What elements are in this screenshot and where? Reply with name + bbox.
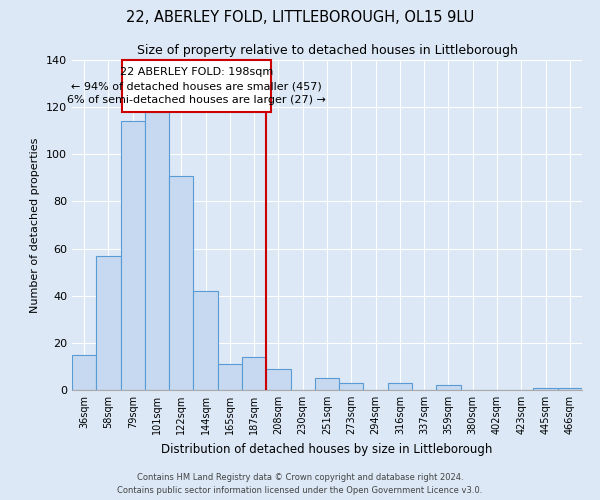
Bar [533,388,558,390]
Bar [242,357,266,390]
Bar [218,364,242,390]
Bar [169,176,193,390]
Bar [96,256,121,390]
X-axis label: Distribution of detached houses by size in Littleborough: Distribution of detached houses by size … [161,442,493,456]
Bar [388,383,412,390]
Bar [193,291,218,390]
Text: ← 94% of detached houses are smaller (457): ← 94% of detached houses are smaller (45… [71,81,322,91]
Bar [72,354,96,390]
Text: 22 ABERLEY FOLD: 198sqm: 22 ABERLEY FOLD: 198sqm [120,67,273,77]
Y-axis label: Number of detached properties: Number of detached properties [31,138,40,312]
Bar [145,112,169,390]
Bar [266,369,290,390]
Bar [339,383,364,390]
Text: 22, ABERLEY FOLD, LITTLEBOROUGH, OL15 9LU: 22, ABERLEY FOLD, LITTLEBOROUGH, OL15 9L… [126,10,474,25]
FancyBboxPatch shape [122,60,271,112]
Text: 6% of semi-detached houses are larger (27) →: 6% of semi-detached houses are larger (2… [67,96,326,106]
Bar [315,378,339,390]
Bar [121,122,145,390]
Text: Contains HM Land Registry data © Crown copyright and database right 2024.
Contai: Contains HM Land Registry data © Crown c… [118,474,482,495]
Bar [558,388,582,390]
Bar [436,386,461,390]
Title: Size of property relative to detached houses in Littleborough: Size of property relative to detached ho… [137,44,517,58]
